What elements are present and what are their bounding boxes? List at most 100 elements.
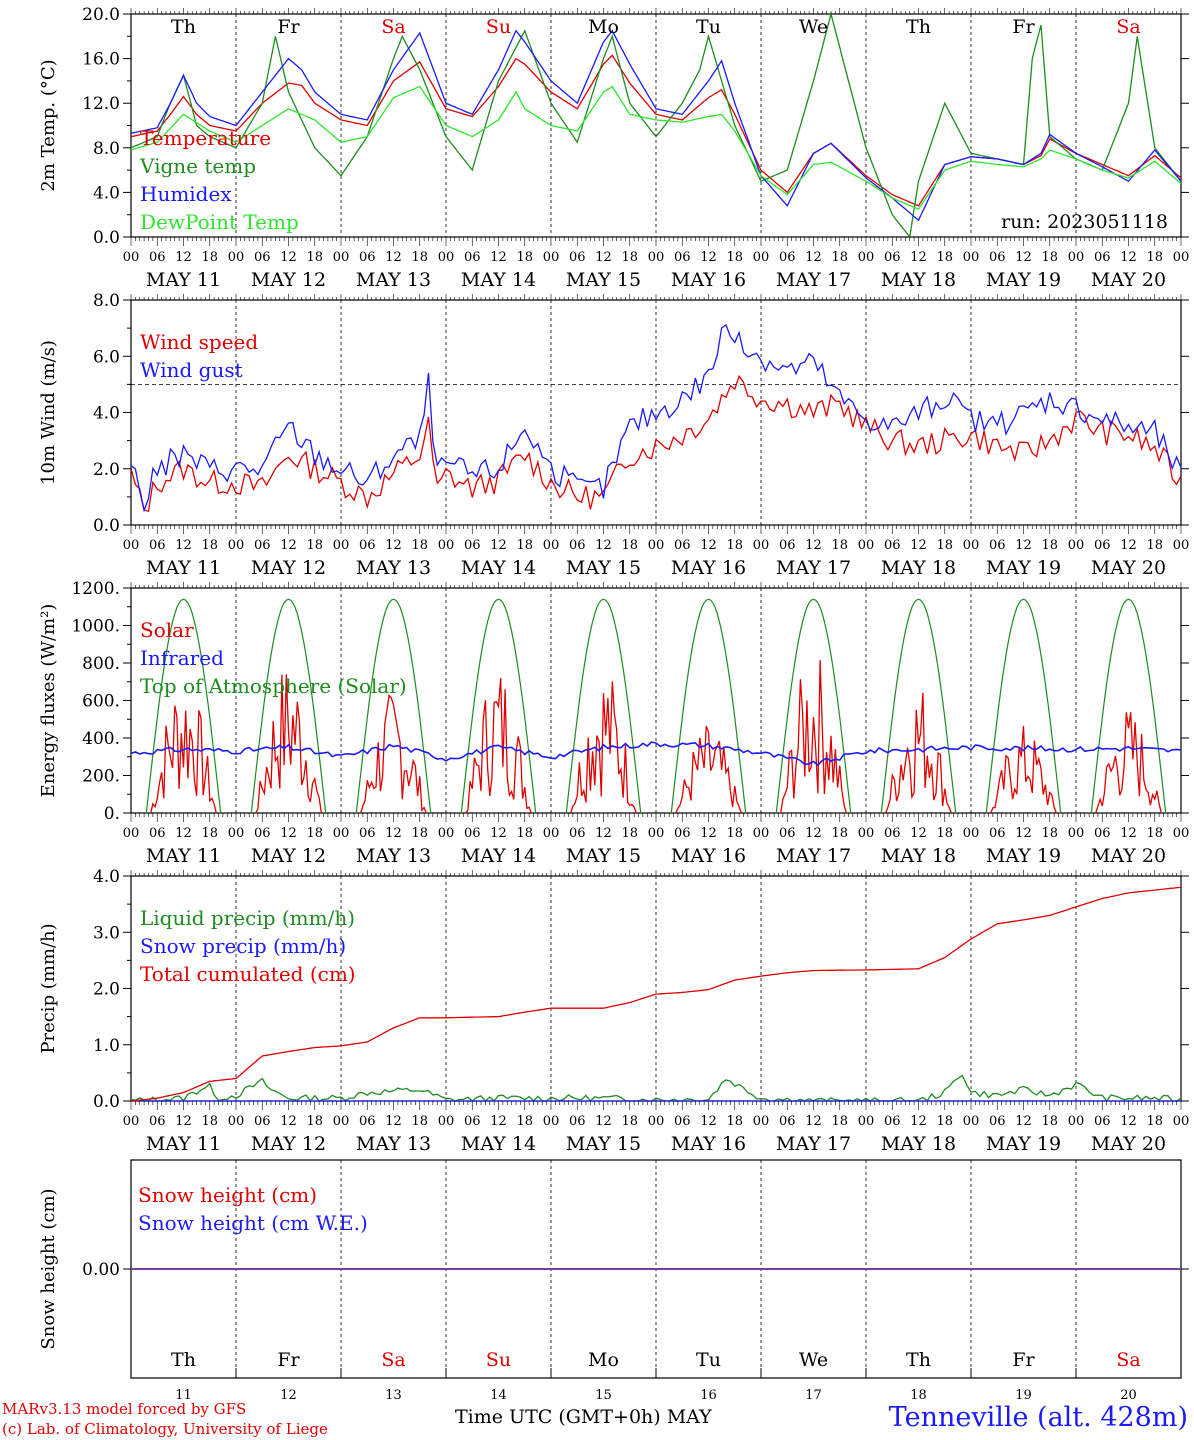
day-label: MAY 17 — [776, 1133, 851, 1155]
hour-tick-label: 12 — [1015, 1114, 1032, 1129]
y-tick-label: 0.0 — [93, 1092, 120, 1112]
hour-tick-label: 18 — [936, 250, 953, 265]
weekday-label: Fr — [1012, 16, 1035, 38]
hour-tick-label: 12 — [805, 1114, 822, 1129]
x-axis-label: Time UTC (GMT+0h) MAY — [455, 1406, 712, 1428]
y-tick-label: 6.0 — [93, 347, 120, 367]
hour-tick-label: 12 — [595, 250, 612, 265]
hour-tick-label: 06 — [254, 826, 271, 841]
day-label: MAY 15 — [566, 557, 641, 579]
y-tick-label: 0.0 — [93, 516, 120, 536]
hour-tick-label: 06 — [779, 250, 796, 265]
legend-temperature: Temperature — [140, 126, 271, 150]
weekday-label: Su — [486, 1349, 511, 1371]
hour-tick-label: 12 — [700, 826, 717, 841]
y-tick-label: 0.00 — [82, 1260, 120, 1280]
y-axis-label: Energy fluxes (W/m²) — [38, 604, 59, 798]
hour-tick-label: 00 — [1173, 826, 1190, 841]
weekday-label: Sa — [1116, 1349, 1140, 1371]
weekday-label: Mo — [588, 1349, 619, 1371]
hour-tick-label: 06 — [1094, 250, 1111, 265]
hour-tick-label: 00 — [123, 538, 140, 553]
hour-tick-label: 12 — [910, 1114, 927, 1129]
hour-tick-label: 12 — [280, 826, 297, 841]
hour-tick-label: 06 — [674, 1114, 691, 1129]
hour-tick-label: 18 — [831, 1114, 848, 1129]
day-label: MAY 13 — [356, 1133, 431, 1155]
series-line-infrared — [130, 741, 1182, 767]
day-label: MAY 19 — [986, 845, 1061, 867]
hour-tick-label: 12 — [910, 250, 927, 265]
hour-tick-label: 18 — [516, 1114, 533, 1129]
day-label: MAY 19 — [986, 557, 1061, 579]
y-tick-label: 8.0 — [93, 291, 120, 311]
weekday-label: Th — [171, 16, 196, 38]
day-label: MAY 12 — [251, 845, 326, 867]
hour-tick-label: 00 — [543, 1114, 560, 1129]
plot-frame — [130, 13, 1182, 238]
hour-tick-label: 18 — [621, 538, 638, 553]
hour-tick-label: 00 — [753, 826, 770, 841]
y-tick-label: 1000. — [71, 617, 120, 637]
weekday-label: Th — [906, 1349, 931, 1371]
hour-tick-label: 12 — [385, 1114, 402, 1129]
day-label: MAY 13 — [356, 269, 431, 291]
day-label: MAY 20 — [1091, 1133, 1166, 1155]
hour-tick-label: 06 — [359, 538, 376, 553]
legend-total-cumulated-cm: Total cumulated (cm) — [140, 962, 356, 986]
hour-tick-label: 18 — [936, 538, 953, 553]
y-tick-label: 12.0 — [82, 94, 120, 114]
hour-tick-label: 00 — [543, 538, 560, 553]
hour-tick-label: 12 — [910, 826, 927, 841]
hour-tick-label: 12 — [1120, 250, 1137, 265]
hour-tick-label: 00 — [438, 1114, 455, 1129]
hour-tick-label: 12 — [595, 1114, 612, 1129]
hour-tick-label: 12 — [280, 1114, 297, 1129]
hour-tick-label: 06 — [149, 538, 166, 553]
hour-tick-label: 18 — [1146, 250, 1163, 265]
hour-tick-label: 12 — [490, 1114, 507, 1129]
hour-tick-label: 06 — [779, 538, 796, 553]
day-label: MAY 12 — [251, 269, 326, 291]
day-label: MAY 14 — [461, 845, 536, 867]
hour-tick-label: 06 — [779, 1114, 796, 1129]
day-number-label: 19 — [1015, 1388, 1032, 1403]
legend-vigne-temp: Vigne temp — [139, 154, 256, 178]
hour-tick-label: 06 — [989, 1114, 1006, 1129]
day-label: MAY 17 — [776, 557, 851, 579]
panel-wind: 0.0 2.0 4.0 6.0 8.0 10m Wind (m/s) Wind speed W… — [38, 291, 1189, 579]
legend-solar: Solar — [140, 618, 194, 642]
weekday-label: Fr — [277, 16, 300, 38]
day-label: MAY 11 — [146, 557, 221, 579]
y-tick-label: 20.0 — [82, 5, 120, 25]
day-number-label: 12 — [280, 1388, 297, 1403]
series-line-liquid-precip-mm-h — [130, 1074, 1182, 1103]
hour-tick-label: 18 — [1146, 538, 1163, 553]
day-label: MAY 12 — [251, 557, 326, 579]
hour-tick-label: 06 — [359, 1114, 376, 1129]
series-line-vigne-temp — [130, 11, 1182, 239]
series-line-dewpoint-temp — [130, 85, 1182, 210]
hour-tick-label: 18 — [936, 826, 953, 841]
hour-tick-label: 12 — [175, 538, 192, 553]
hour-tick-label: 12 — [175, 250, 192, 265]
hour-tick-label: 18 — [1146, 826, 1163, 841]
hour-tick-label: 00 — [858, 538, 875, 553]
hour-tick-label: 00 — [123, 826, 140, 841]
hour-tick-label: 12 — [385, 538, 402, 553]
hour-tick-label: 06 — [569, 826, 586, 841]
hour-tick-label: 12 — [175, 826, 192, 841]
hour-tick-label: 06 — [674, 826, 691, 841]
hour-tick-label: 12 — [595, 538, 612, 553]
hour-tick-label: 06 — [989, 250, 1006, 265]
hour-tick-label: 18 — [306, 250, 323, 265]
y-tick-label: 0. — [104, 804, 120, 824]
y-tick-label: 4.0 — [93, 404, 120, 424]
hour-tick-label: 00 — [1173, 250, 1190, 265]
hour-tick-label: 00 — [1068, 1114, 1085, 1129]
hour-tick-label: 06 — [254, 250, 271, 265]
hour-tick-label: 18 — [411, 250, 428, 265]
weekday-label: Th — [171, 1349, 196, 1371]
day-label: MAY 14 — [461, 557, 536, 579]
hour-tick-label: 18 — [726, 250, 743, 265]
